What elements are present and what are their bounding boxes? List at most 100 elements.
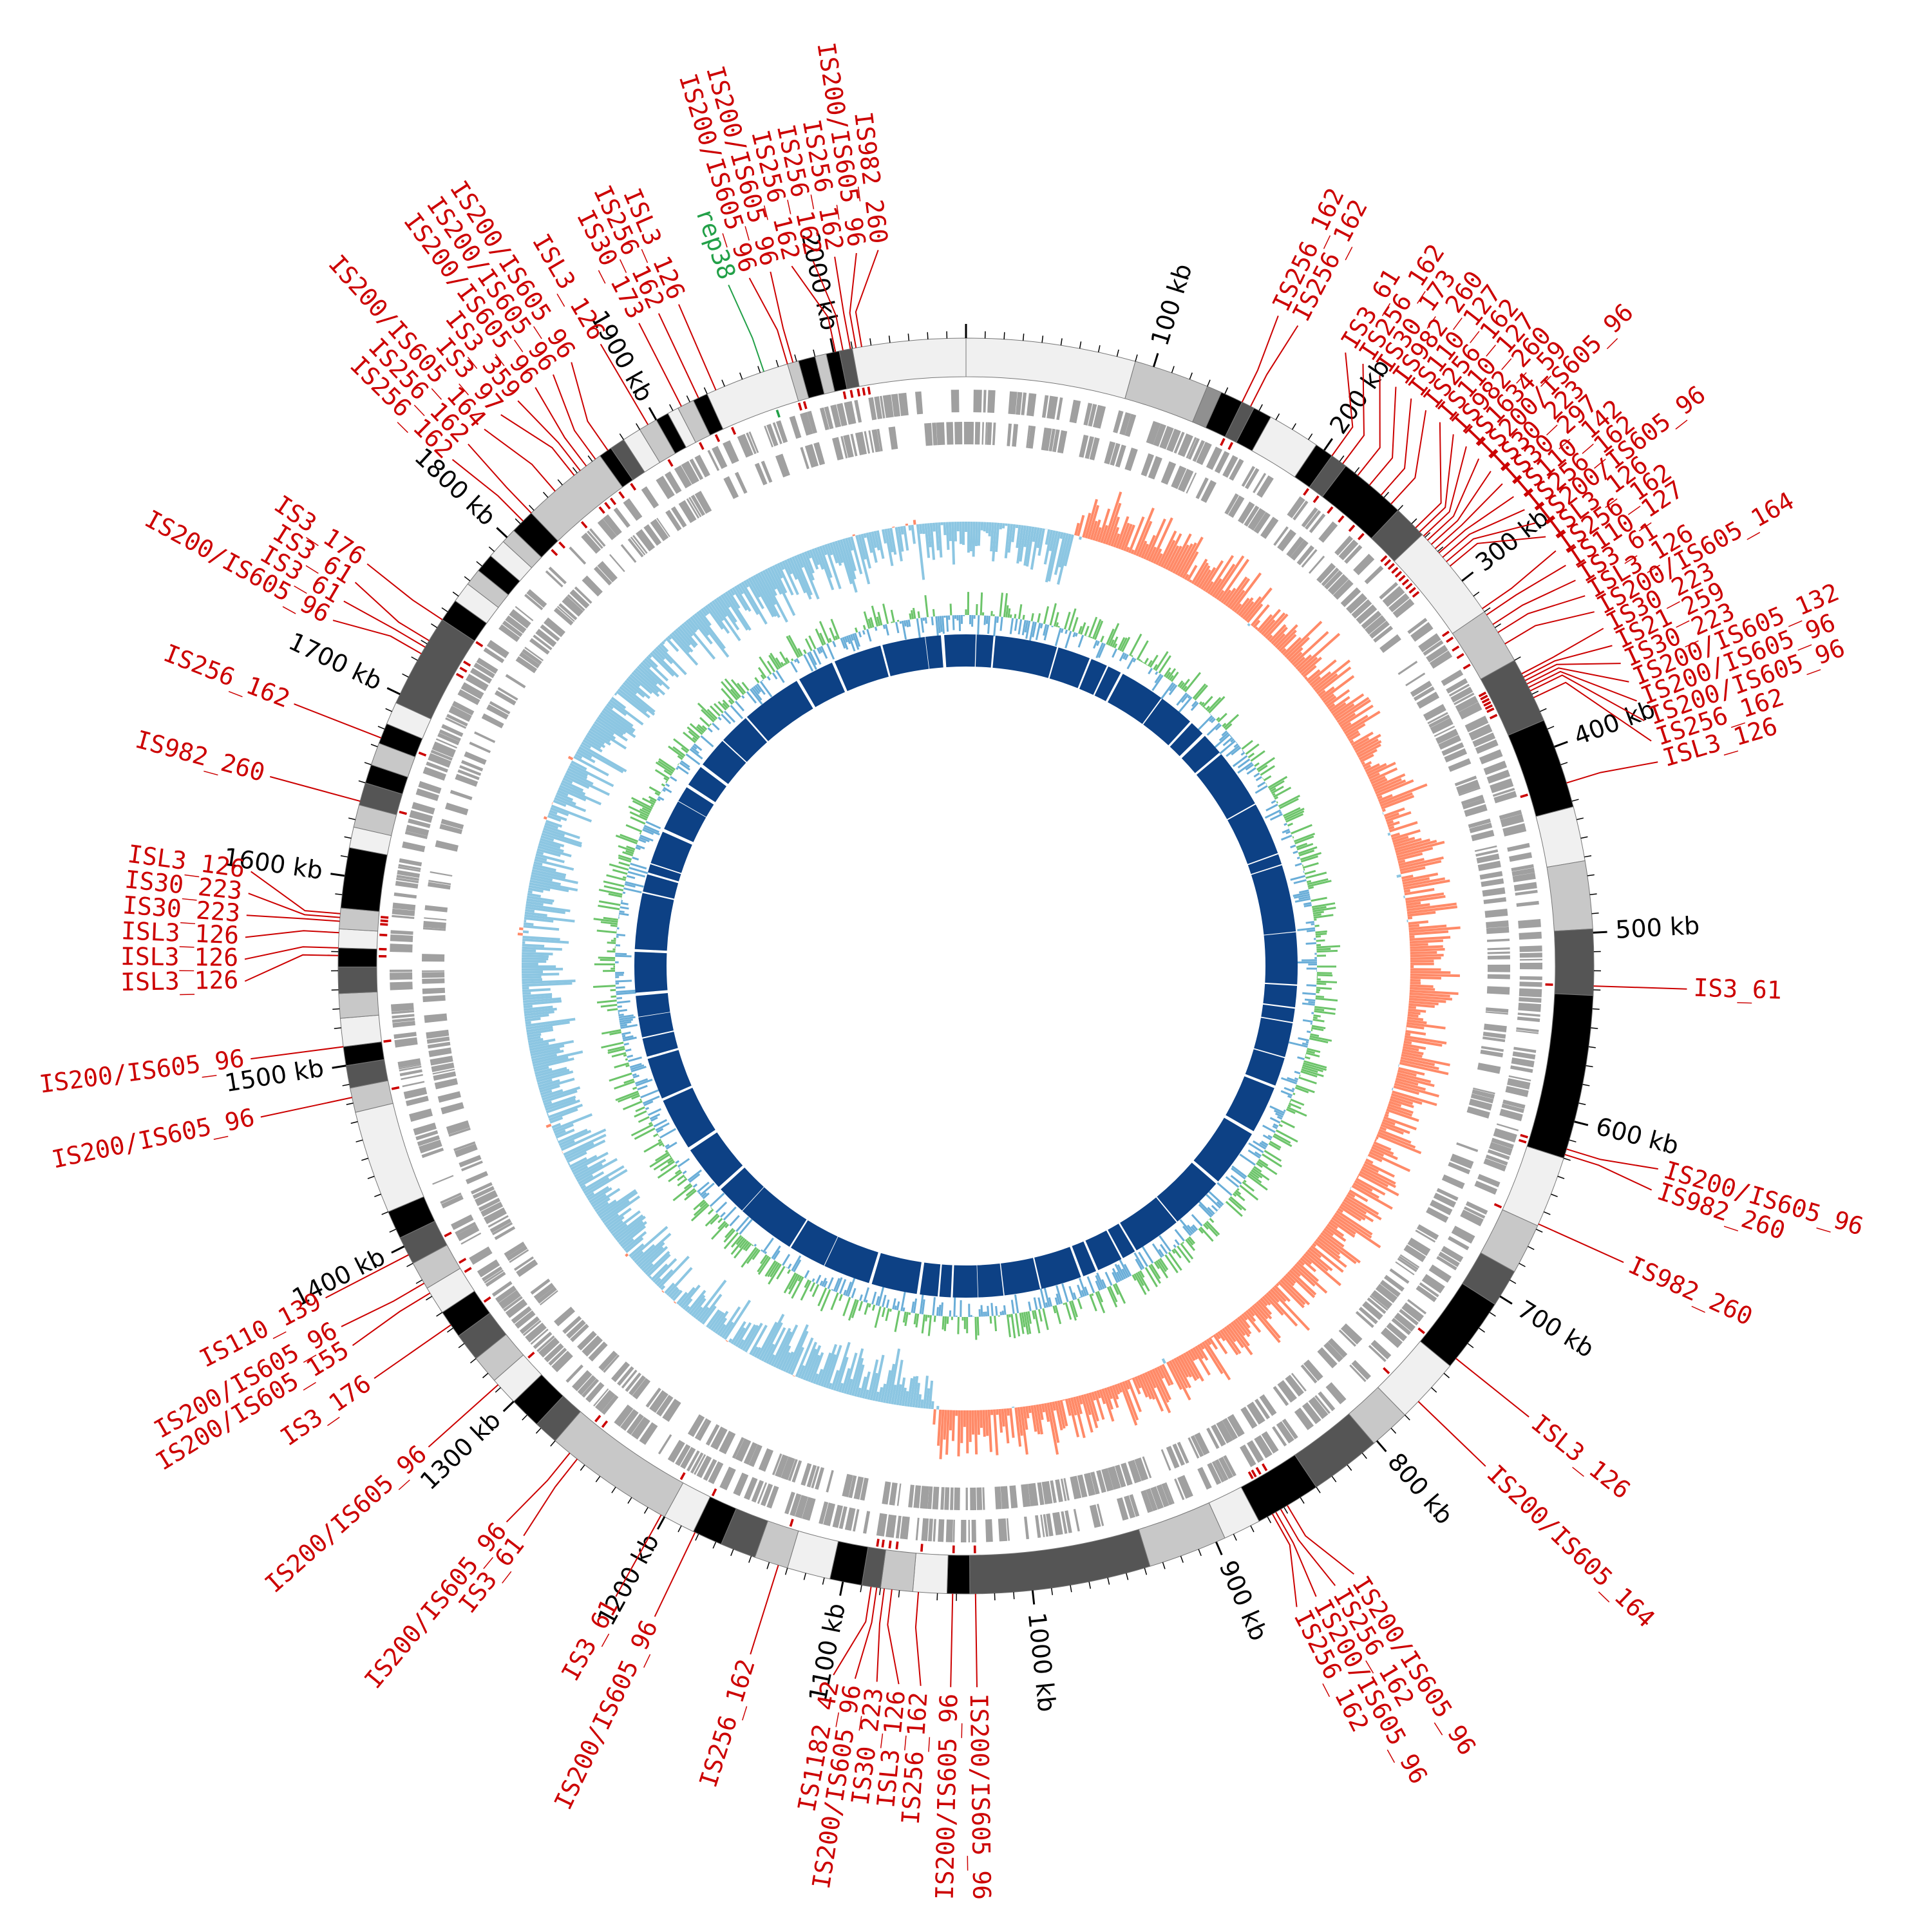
gc-content-bar	[1313, 914, 1334, 919]
gc-skew-bar	[1138, 540, 1148, 558]
cds-segment	[882, 1481, 891, 1505]
gc-skew-bar	[542, 1090, 578, 1104]
gc-skew-bar	[603, 1213, 620, 1226]
gc-content-bar	[833, 1278, 840, 1292]
gc-skew-bar	[929, 522, 936, 560]
cds-segment	[1464, 715, 1489, 733]
gc-skew-bar	[611, 696, 627, 710]
gc-skew-bar	[557, 1128, 588, 1144]
cds-segment	[1308, 555, 1325, 574]
cds-segment	[819, 1501, 829, 1524]
gc-content-bar	[616, 989, 636, 993]
major-tick	[1323, 438, 1333, 451]
gc-skew-bar	[642, 659, 652, 668]
cds-tracks	[390, 390, 1542, 1542]
inner-feature-block	[920, 1262, 941, 1297]
gc-skew-bar	[1403, 877, 1446, 888]
gc-content-bar	[610, 924, 618, 927]
gc-content-bar	[1280, 1090, 1293, 1097]
gc-skew-bar	[1121, 1381, 1139, 1421]
gc-skew-bar	[640, 661, 670, 690]
gc-skew-bar	[1370, 775, 1386, 785]
inner-feature-block	[688, 767, 726, 802]
gc-content-bar	[670, 776, 677, 782]
cds-segment	[1448, 758, 1472, 772]
gc-skew-bar	[685, 620, 697, 633]
cds-segment	[1480, 1049, 1504, 1057]
gc-content-bar	[936, 1307, 939, 1316]
minor-tick	[748, 1555, 752, 1563]
cds-segment	[1216, 1420, 1233, 1444]
cds-segment	[1166, 1446, 1180, 1469]
gc-content-bar	[1285, 1108, 1296, 1114]
gc-content-bar	[1274, 796, 1279, 800]
gc-content-bar	[874, 627, 878, 631]
gc-skew-bar	[1345, 723, 1366, 737]
gc-skew-bar	[866, 532, 873, 553]
gc-content-bar	[1231, 1165, 1247, 1178]
element-marker	[730, 426, 737, 435]
gc-skew-bar	[1121, 524, 1133, 551]
gc-content-bar	[678, 1167, 681, 1170]
gc-skew-bar	[645, 1251, 670, 1276]
gc-content-bar	[1256, 757, 1276, 771]
inner-feature-block	[723, 718, 768, 762]
gc-skew-bar	[1117, 1383, 1122, 1393]
element-label: IS200/IS605_96	[359, 1517, 513, 1694]
gc-content-bar	[1113, 643, 1118, 649]
gc-content-bar	[1269, 1141, 1282, 1149]
gc-content-bar	[697, 1181, 710, 1193]
gc-content-bar	[668, 1171, 683, 1182]
gc-content-bar	[653, 1119, 667, 1128]
cds-segment	[391, 1010, 415, 1014]
gc-skew-bar	[1399, 1059, 1439, 1070]
gc-skew-bar	[1019, 525, 1027, 562]
gc-content-bar	[753, 1244, 757, 1247]
gc-skew-bar	[1078, 536, 1083, 540]
minor-tick	[1584, 855, 1592, 858]
cds-segment	[1287, 496, 1305, 518]
gc-content-bar	[1028, 1301, 1032, 1311]
cds-segment	[505, 1299, 528, 1318]
gc-content-bar	[1273, 1110, 1285, 1116]
gc-content-bar	[913, 1313, 917, 1325]
gc-skew-bar	[1253, 1303, 1269, 1320]
gc-skew-bar	[1240, 601, 1255, 618]
cds-segment	[1008, 391, 1018, 415]
gc-skew-bar	[1370, 1148, 1385, 1157]
gc-content-bar	[1287, 1077, 1298, 1083]
cds-segment	[1502, 823, 1527, 837]
gc-skew-bar	[1209, 578, 1222, 596]
minor-tick	[757, 366, 761, 374]
major-tick	[1461, 571, 1474, 582]
gc-content-bar	[1054, 627, 1062, 647]
gc-skew-bar	[1119, 1382, 1138, 1426]
element-marker	[1520, 1133, 1528, 1139]
element-marker	[391, 1086, 400, 1090]
gc-skew-bar	[1394, 838, 1430, 851]
gc-skew-bar	[821, 545, 828, 556]
gc-skew-bar	[755, 573, 781, 618]
gc-content-bar	[815, 1274, 822, 1284]
gc-skew-bar	[538, 842, 564, 853]
cds-segment	[1259, 1394, 1277, 1416]
gc-skew-bar	[1362, 761, 1372, 768]
gc-skew-bar	[1251, 1304, 1282, 1339]
gc-content-bar	[1306, 984, 1317, 987]
element-marker	[1391, 567, 1399, 574]
gc-content-bar	[608, 893, 623, 898]
gc-skew-bar	[566, 1151, 587, 1164]
gc-content-bar	[1225, 1200, 1243, 1217]
gc-content-bar	[1148, 1265, 1161, 1284]
cds-segment	[1296, 545, 1314, 565]
gc-content-bar	[815, 628, 824, 646]
cds-segment	[1146, 1488, 1158, 1511]
cds-segment	[454, 1143, 478, 1158]
gc-skew-bar	[618, 1221, 647, 1245]
element-marker	[1408, 587, 1416, 594]
gc-content-bar	[1261, 1141, 1269, 1146]
minor-tick	[1022, 334, 1025, 341]
cds-segment	[951, 390, 960, 413]
gc-content-bar	[1304, 869, 1316, 875]
gc-skew-bar	[1247, 623, 1251, 627]
